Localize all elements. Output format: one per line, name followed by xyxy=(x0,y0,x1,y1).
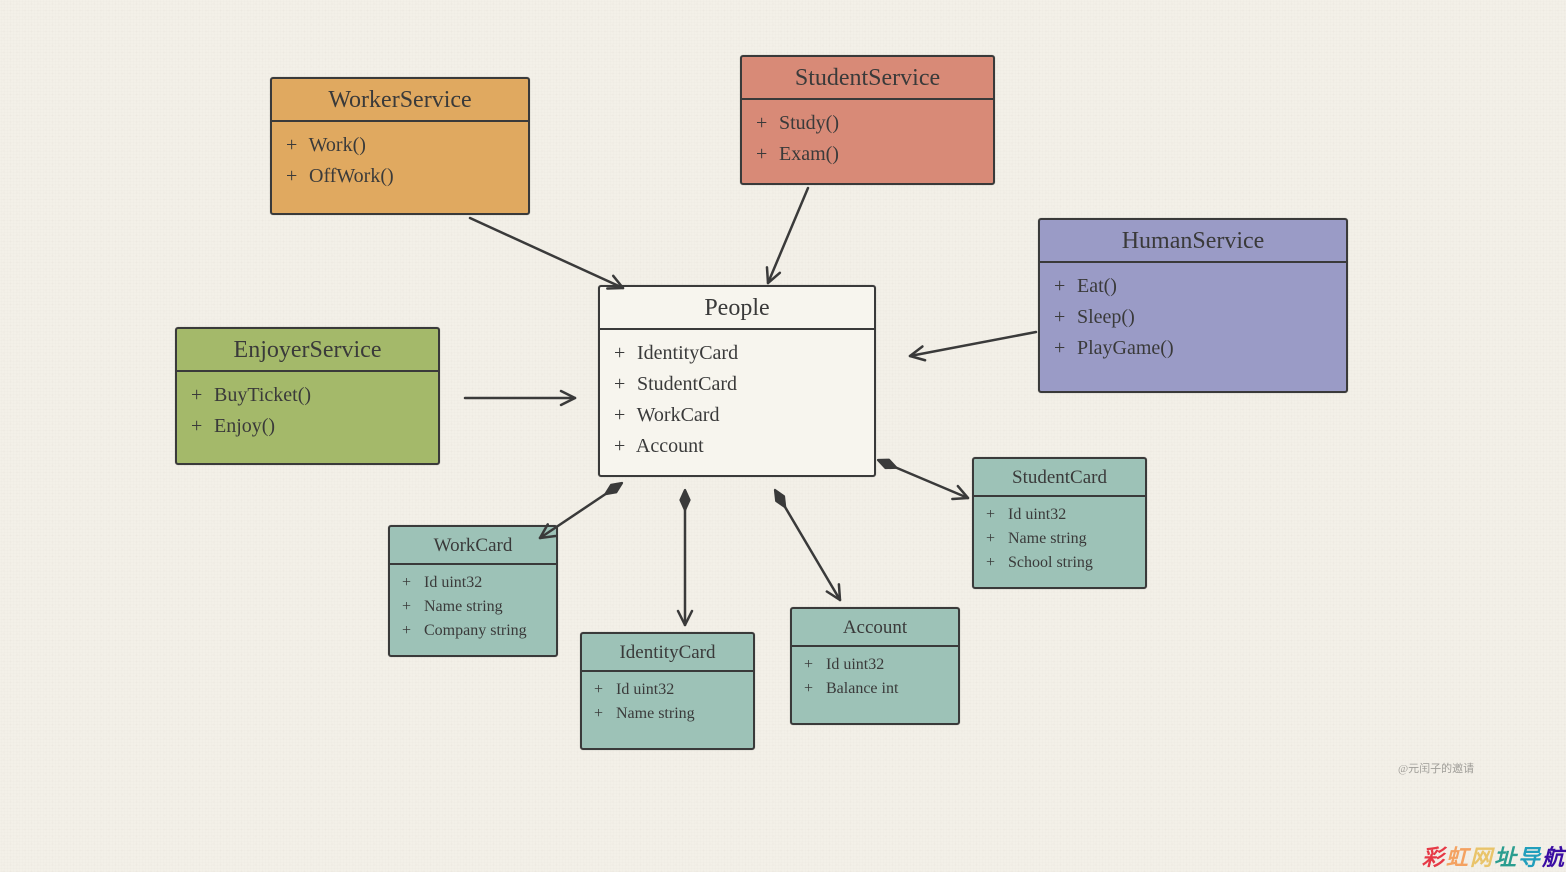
box-title: StudentService xyxy=(742,57,993,100)
box-member: + Id uint32 xyxy=(402,571,544,595)
box-title: HumanService xyxy=(1040,220,1346,263)
box-member: + PlayGame() xyxy=(1054,333,1332,364)
box-title: People xyxy=(600,287,874,330)
box-member: + Work() xyxy=(286,130,514,161)
box-title: WorkCard xyxy=(390,527,556,565)
box-body: + Id uint32+ Name string xyxy=(582,672,753,734)
box-identitycard: IdentityCard+ Id uint32+ Name string xyxy=(580,632,755,750)
box-studentcard: StudentCard+ Id uint32+ Name string+ Sch… xyxy=(972,457,1147,589)
box-member: + Name string xyxy=(594,702,741,726)
box-member: + Name string xyxy=(402,595,544,619)
box-body: + BuyTicket()+ Enjoy() xyxy=(177,372,438,454)
box-title: Account xyxy=(792,609,958,647)
box-member: + IdentityCard xyxy=(614,338,860,369)
box-member: + Study() xyxy=(756,108,979,139)
box-worker: WorkerService+ Work()+ OffWork() xyxy=(270,77,530,215)
box-people: People+ IdentityCard+ StudentCard+ WorkC… xyxy=(598,285,876,477)
box-member: + Id uint32 xyxy=(986,503,1133,527)
box-account: Account+ Id uint32+ Balance int xyxy=(790,607,960,725)
box-body: + Work()+ OffWork() xyxy=(272,122,528,204)
box-member: + Name string xyxy=(986,527,1133,551)
box-member: + Account xyxy=(614,431,860,462)
box-title: EnjoyerService xyxy=(177,329,438,372)
box-student: StudentService+ Study()+ Exam() xyxy=(740,55,995,185)
box-body: + IdentityCard+ StudentCard+ WorkCard+ A… xyxy=(600,330,874,474)
box-human: HumanService+ Eat()+ Sleep()+ PlayGame() xyxy=(1038,218,1348,393)
box-member: + Eat() xyxy=(1054,271,1332,302)
box-title: StudentCard xyxy=(974,459,1145,497)
box-member: + Company string xyxy=(402,619,544,643)
author-watermark: @元闰子的邀请 xyxy=(1398,760,1474,776)
box-member: + Id uint32 xyxy=(594,678,741,702)
box-body: + Id uint32+ Balance int xyxy=(792,647,958,709)
box-member: + School string xyxy=(986,551,1133,575)
box-body: + Eat()+ Sleep()+ PlayGame() xyxy=(1040,263,1346,376)
box-member: + BuyTicket() xyxy=(191,380,424,411)
box-member: + Enjoy() xyxy=(191,411,424,442)
box-body: + Id uint32+ Name string+ School string xyxy=(974,497,1145,583)
box-member: + Exam() xyxy=(756,139,979,170)
box-workcard: WorkCard+ Id uint32+ Name string+ Compan… xyxy=(388,525,558,657)
box-member: + Balance int xyxy=(804,677,946,701)
box-title: WorkerService xyxy=(272,79,528,122)
box-member: + Id uint32 xyxy=(804,653,946,677)
box-member: + Sleep() xyxy=(1054,302,1332,333)
box-member: + WorkCard xyxy=(614,400,860,431)
box-title: IdentityCard xyxy=(582,634,753,672)
box-body: + Study()+ Exam() xyxy=(742,100,993,182)
footer-brand: 彩虹网址导航 xyxy=(1422,840,1566,872)
box-enjoyer: EnjoyerService+ BuyTicket()+ Enjoy() xyxy=(175,327,440,465)
box-member: + StudentCard xyxy=(614,369,860,400)
box-body: + Id uint32+ Name string+ Company string xyxy=(390,565,556,651)
box-member: + OffWork() xyxy=(286,161,514,192)
